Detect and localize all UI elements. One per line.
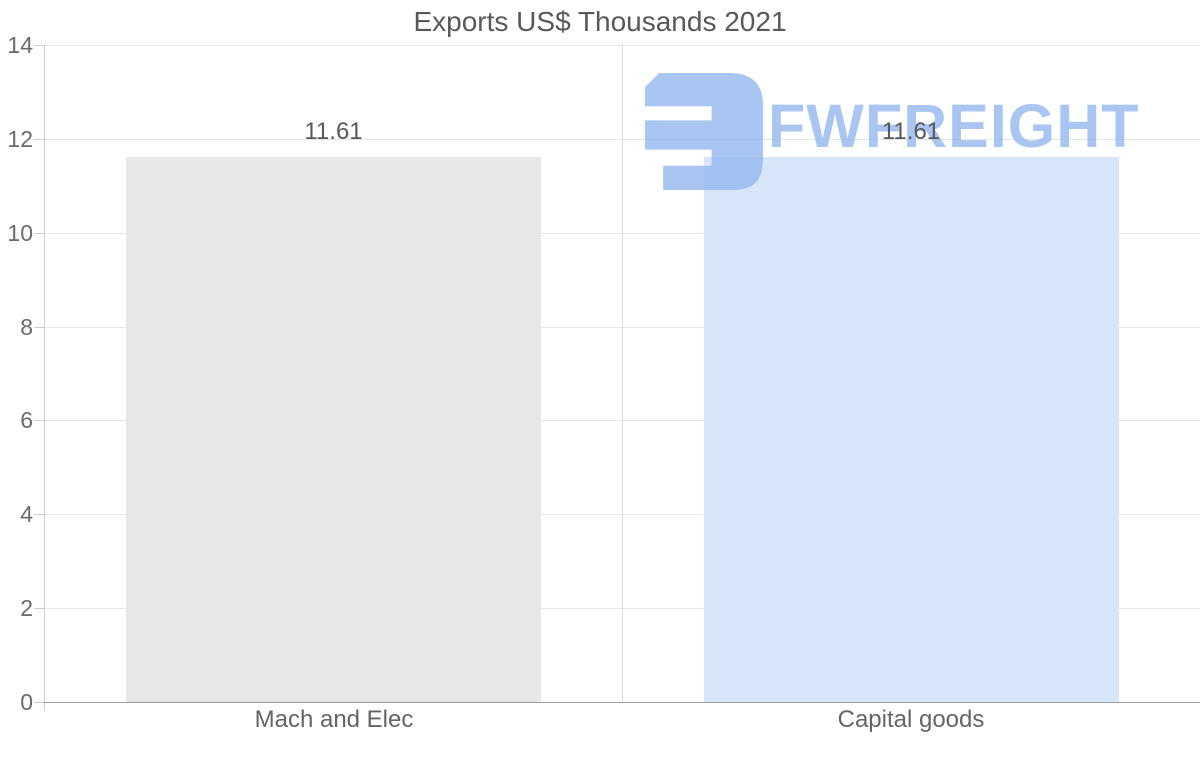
y-axis-tick xyxy=(34,139,44,140)
y-axis-line xyxy=(44,45,45,711)
x-axis-category-label: Capital goods xyxy=(837,706,985,733)
bar-mach-and-elec[interactable] xyxy=(126,157,541,702)
bar-value-label: 11.61 xyxy=(881,118,941,146)
y-axis-tick xyxy=(34,514,44,515)
y-axis-label: 8 xyxy=(20,314,33,340)
plot-area: 11.61 11.61 xyxy=(45,45,1200,703)
y-axis-tick xyxy=(34,327,44,328)
y-axis-label: 2 xyxy=(20,595,33,621)
category-divider-gridline xyxy=(622,45,623,702)
category-column-capital-goods: 11.61 xyxy=(622,45,1200,702)
y-axis-label: 0 xyxy=(20,689,33,715)
y-axis-tick xyxy=(34,608,44,609)
x-axis-line xyxy=(44,702,1200,703)
y-axis-label: 4 xyxy=(20,501,33,527)
chart-title: Exports US$ Thousands 2021 xyxy=(413,6,787,37)
bar-capital-goods[interactable] xyxy=(703,157,1119,702)
watermark-brand-text: FWFREIGHT xyxy=(768,92,1140,160)
y-axis-label: 10 xyxy=(7,220,33,246)
y-axis-label: 6 xyxy=(20,407,33,433)
fwfreight-logo-icon xyxy=(645,73,763,190)
y-axis-tick xyxy=(34,420,44,421)
y-axis-label: 12 xyxy=(7,126,33,152)
x-axis-category-label: Mach and Elec xyxy=(254,706,414,733)
category-column-mach-and-elec: 11.61 xyxy=(45,45,622,702)
y-axis-tick xyxy=(34,45,44,46)
y-axis-label: 14 xyxy=(7,32,33,58)
y-axis-tick xyxy=(34,233,44,234)
bar-value-label: 11.61 xyxy=(304,118,363,146)
y-axis-tick xyxy=(34,702,44,703)
